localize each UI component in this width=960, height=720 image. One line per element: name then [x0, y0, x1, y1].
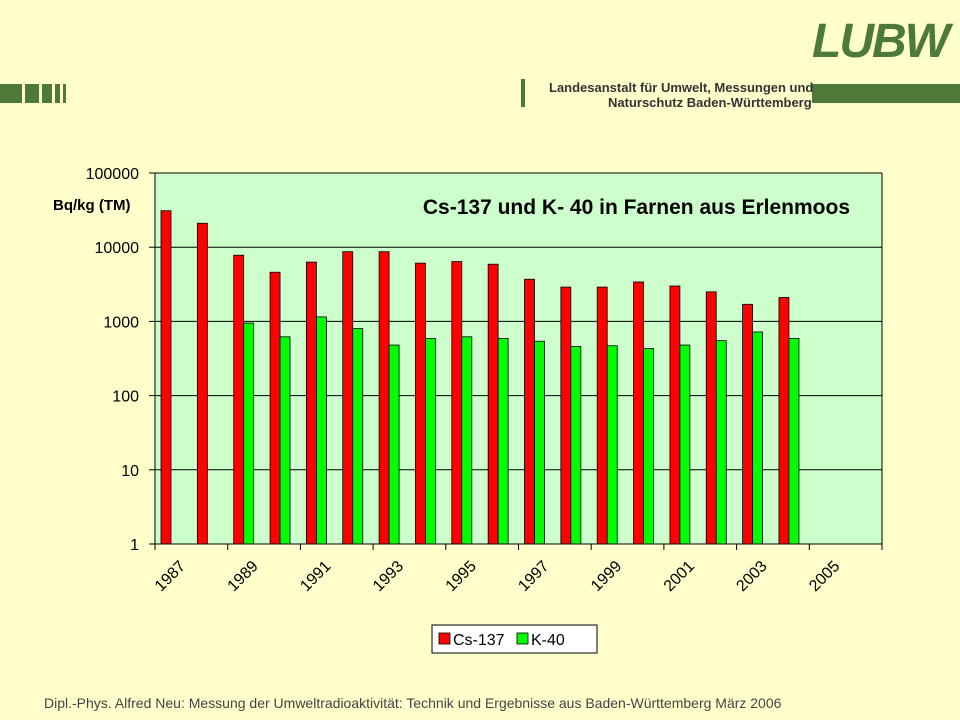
- bar-cs-137-1994: [415, 262, 426, 545]
- header-block-4: [55, 84, 60, 103]
- bar-cs-137-1991: [305, 261, 317, 545]
- bar-k-40-1991: [315, 316, 327, 545]
- bar-cs-137-2002: [705, 291, 717, 545]
- chart-title: Cs-137 und K- 40 in Farnen aus Erlenmoos: [423, 196, 850, 219]
- axes: [149, 172, 883, 550]
- legend-label-cs-137: Cs-137: [453, 632, 505, 649]
- bar-cs-137-2004: [778, 297, 790, 545]
- x-tick-label: 1987: [152, 558, 189, 595]
- bar-cs-137-1999: [596, 286, 608, 545]
- x-tick-label: 1991: [297, 558, 334, 595]
- bar-cs-137-1998: [560, 286, 572, 545]
- header-block-2: [25, 84, 39, 103]
- bar-k-40-1989: [243, 322, 255, 545]
- bar-cs-137-1987: [160, 210, 172, 545]
- bar-k-40-1999: [606, 345, 618, 545]
- header-graphics: [0, 79, 960, 107]
- footer-credit: Dipl.-Phys. Alfred Neu: Messung der Umwe…: [44, 695, 782, 711]
- y-tick-label: 1: [130, 537, 139, 554]
- bar-k-40-1993: [388, 344, 400, 545]
- bar-cs-137-1989: [233, 254, 245, 545]
- bar-k-40-1998: [570, 346, 582, 545]
- x-tick-label: 1989: [225, 558, 262, 595]
- plot-area: [155, 173, 882, 544]
- y-axis-label: Bq/kg (TM): [53, 197, 130, 214]
- bar-k-40-1992: [352, 328, 364, 545]
- org-name-line1: Landesanstalt für Umwelt, Messungen und: [549, 80, 814, 95]
- header-rule-right: [812, 84, 960, 103]
- bar-cs-137-1997: [524, 278, 535, 545]
- bar-k-40-1996: [497, 338, 509, 545]
- bar-cs-137-1990: [269, 271, 281, 545]
- x-tick-labels: 1987 1989 1991 1993 1995 1997 1999 2001 2003 2005: [152, 558, 844, 595]
- header-rule: [521, 79, 525, 107]
- bar-k-40-2000: [643, 348, 654, 545]
- bar-cs-137-1996: [487, 263, 499, 545]
- bar-k-40-1990: [279, 336, 291, 545]
- bar-k-40-2001: [679, 344, 691, 545]
- y-tick-label: 1000: [103, 314, 139, 331]
- bar-k-40-2002: [715, 340, 727, 545]
- header-block-1: [0, 84, 22, 103]
- legend-label-k-40: K-40: [531, 632, 565, 649]
- org-name-line2: Naturschutz Baden-Württemberg: [608, 95, 812, 110]
- bar-k-40-1995: [461, 336, 473, 545]
- lubw-logo: LUBW: [812, 15, 950, 68]
- bar-cs-137-2000: [633, 281, 644, 545]
- legend-swatch-cs-137: [438, 632, 451, 645]
- y-tick-label: 10000: [95, 240, 140, 257]
- x-tick-label: 2005: [806, 558, 843, 595]
- bar-cs-137-1993: [378, 251, 390, 545]
- y-tick-label: 10: [121, 463, 139, 480]
- header-block-3: [42, 84, 52, 103]
- header: LUBW Landesanstalt für Umwelt, Messungen…: [0, 0, 960, 130]
- bar-cs-137-1995: [451, 261, 463, 545]
- legend-box: [431, 624, 598, 654]
- legend-swatch-k-40: [516, 632, 529, 645]
- bar-cs-137-1988: [196, 222, 208, 545]
- x-tick-label: 1997: [515, 558, 552, 595]
- bar-k-40-1997: [534, 340, 545, 545]
- y-tick-labels: 1 10 100 1000 10000 100000: [86, 166, 139, 554]
- bar-cs-137-1992: [342, 251, 354, 545]
- x-tick-label: 1995: [443, 558, 480, 595]
- legend: Cs-137 K-40: [431, 624, 598, 654]
- y-tick-label: 100000: [86, 166, 139, 183]
- y-tick-label: 100: [112, 389, 139, 406]
- bar-k-40-2004: [788, 338, 800, 545]
- bar-cs-137-2003: [742, 303, 753, 545]
- bar-k-40-2003: [752, 331, 763, 545]
- x-tick-label: 2003: [733, 558, 770, 595]
- header-block-5: [63, 84, 66, 103]
- x-tick-label: 1999: [588, 558, 625, 595]
- bar-k-40-1994: [425, 338, 436, 545]
- bar-cs-137-2001: [669, 285, 681, 545]
- x-tick-label: 2001: [661, 558, 698, 595]
- x-tick-label: 1993: [370, 558, 407, 595]
